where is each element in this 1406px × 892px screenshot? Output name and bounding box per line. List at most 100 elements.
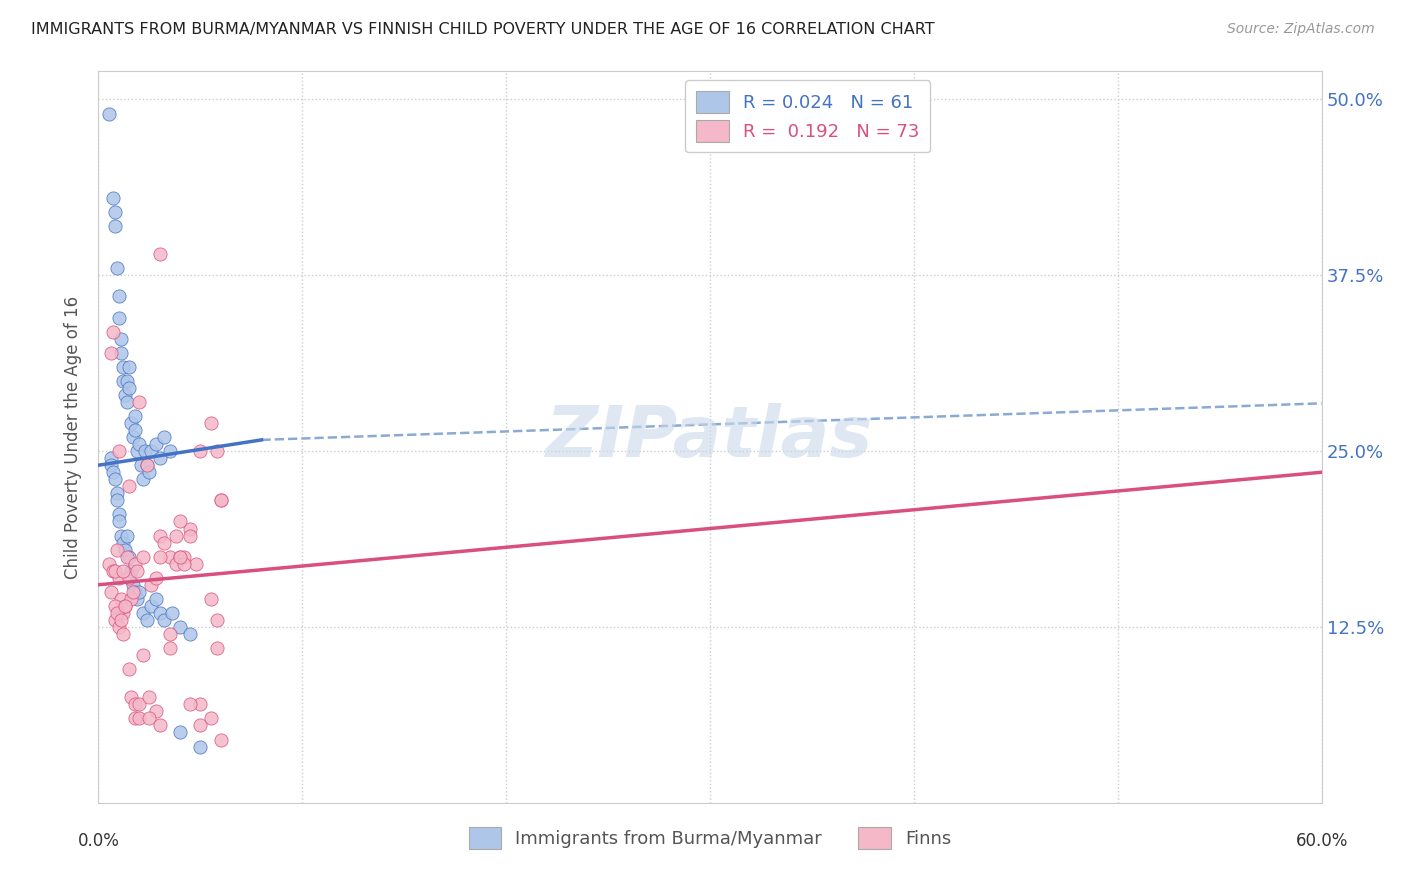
Point <box>101 191 124 205</box>
Point <box>159 641 181 656</box>
Point <box>124 409 146 423</box>
Point <box>104 613 127 627</box>
Point <box>111 627 134 641</box>
Point <box>120 564 142 578</box>
Point <box>134 444 156 458</box>
Point <box>120 416 142 430</box>
Point <box>173 557 195 571</box>
Point <box>100 345 122 359</box>
Point <box>205 444 228 458</box>
Point <box>173 549 195 564</box>
Point <box>114 388 136 402</box>
Point <box>127 564 149 578</box>
Point <box>138 465 160 479</box>
Legend: Immigrants from Burma/Myanmar, Finns: Immigrants from Burma/Myanmar, Finns <box>461 820 959 856</box>
Point <box>114 599 136 613</box>
Point <box>159 549 181 564</box>
Point <box>108 289 131 303</box>
Point <box>169 620 191 634</box>
Point <box>179 521 201 535</box>
Point <box>132 648 155 662</box>
Point <box>118 359 141 374</box>
Point <box>104 205 127 219</box>
Point <box>188 739 212 754</box>
Point <box>165 528 187 542</box>
Point <box>136 458 159 473</box>
Point <box>124 557 146 571</box>
Point <box>108 310 131 325</box>
Point <box>100 451 122 466</box>
Point <box>149 549 172 564</box>
Point <box>132 549 155 564</box>
Point <box>127 591 149 606</box>
Point <box>104 472 127 486</box>
Point <box>110 528 132 542</box>
Point <box>141 444 163 458</box>
Point <box>160 606 183 620</box>
Point <box>118 662 141 676</box>
Text: ZIPatlas: ZIPatlas <box>547 402 873 472</box>
Point <box>105 261 128 276</box>
Point <box>149 451 172 466</box>
Point <box>209 732 232 747</box>
Point <box>101 465 124 479</box>
Point <box>111 374 134 388</box>
Point <box>128 584 150 599</box>
Point <box>159 627 181 641</box>
Point <box>104 219 127 233</box>
Point <box>138 711 160 725</box>
Point <box>100 458 122 473</box>
Point <box>145 571 167 585</box>
Point <box>105 493 128 508</box>
Point <box>132 606 155 620</box>
Text: Source: ZipAtlas.com: Source: ZipAtlas.com <box>1227 22 1375 37</box>
Point <box>169 515 191 529</box>
Point <box>118 381 141 395</box>
Point <box>120 690 142 705</box>
Point <box>179 627 201 641</box>
Point <box>101 564 124 578</box>
Point <box>110 591 132 606</box>
Point <box>122 430 145 444</box>
Point <box>111 564 134 578</box>
Point <box>145 705 167 719</box>
Point <box>128 437 150 451</box>
Point <box>149 247 172 261</box>
Y-axis label: Child Poverty Under the Age of 16: Child Poverty Under the Age of 16 <box>65 295 83 579</box>
Point <box>97 557 120 571</box>
Point <box>128 395 150 409</box>
Text: 0.0%: 0.0% <box>77 832 120 850</box>
Point <box>138 690 160 705</box>
Point <box>111 359 134 374</box>
Point <box>110 613 132 627</box>
Point <box>188 444 212 458</box>
Point <box>149 528 172 542</box>
Point <box>188 698 212 712</box>
Point <box>114 599 136 613</box>
Point <box>111 606 134 620</box>
Point <box>186 557 208 571</box>
Point <box>110 345 132 359</box>
Point <box>105 486 128 500</box>
Point <box>179 528 201 542</box>
Point <box>124 423 146 437</box>
Point <box>111 535 134 549</box>
Point <box>169 549 191 564</box>
Point <box>152 613 174 627</box>
Point <box>122 578 145 592</box>
Point <box>128 698 150 712</box>
Point <box>122 584 145 599</box>
Point <box>179 698 201 712</box>
Point <box>209 493 232 508</box>
Point <box>124 711 146 725</box>
Point <box>169 725 191 739</box>
Point <box>127 444 149 458</box>
Point <box>124 698 146 712</box>
Point <box>115 395 138 409</box>
Point <box>159 444 181 458</box>
Point <box>118 479 141 493</box>
Point <box>165 557 187 571</box>
Point <box>97 106 120 120</box>
Point <box>120 591 142 606</box>
Point <box>149 606 172 620</box>
